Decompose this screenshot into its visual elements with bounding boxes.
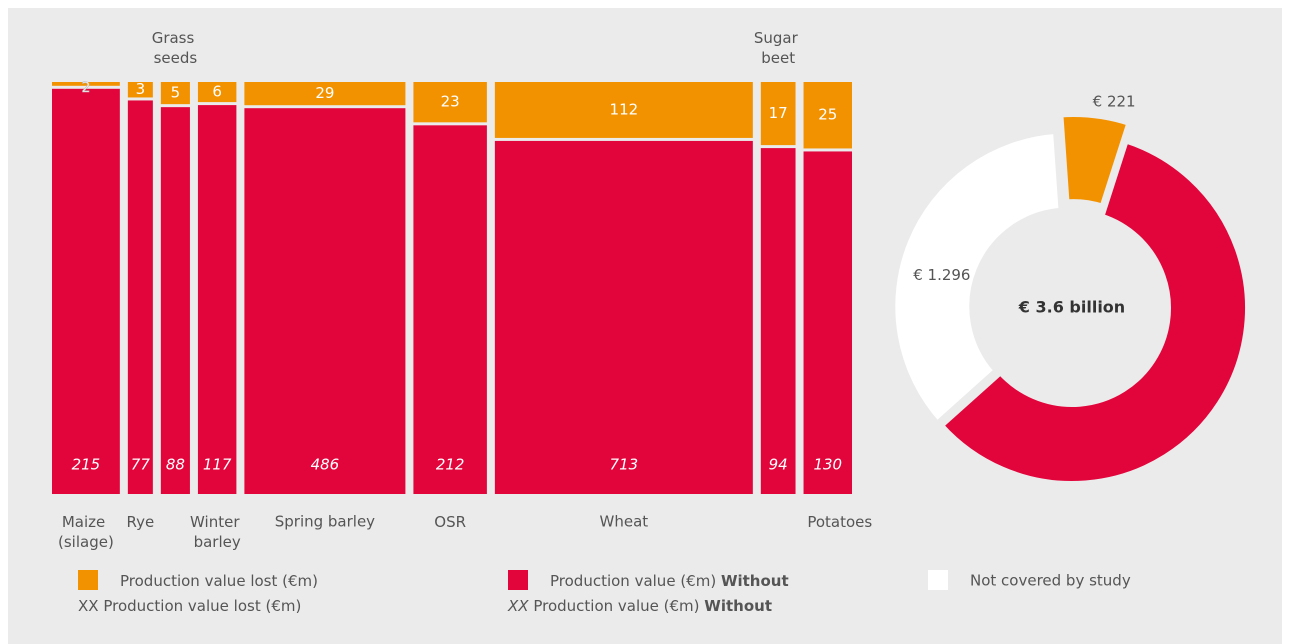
category-label: Grass seeds xyxy=(152,29,199,67)
donut-segment xyxy=(889,127,1065,429)
text-line: Rye xyxy=(126,513,154,531)
legend-label: Not covered by study xyxy=(970,572,1131,590)
bar-segment xyxy=(244,108,406,494)
data-label: 215 xyxy=(72,456,101,474)
data-label: 117 xyxy=(203,456,232,474)
bar-segment xyxy=(413,125,487,495)
data-label: 486 xyxy=(311,456,340,474)
legend-swatch xyxy=(928,570,948,590)
legend-label: XX Production value lost (€m) xyxy=(78,597,301,615)
legend-emphasis: Without xyxy=(704,597,772,615)
bar-segment xyxy=(760,82,796,146)
data-label: 713 xyxy=(610,456,639,474)
data-label: € 221 xyxy=(1093,93,1136,111)
bar-segment xyxy=(197,82,237,103)
data-label: € 1.296 xyxy=(913,266,970,284)
text-line: Potatoes xyxy=(807,513,872,531)
bar-segment xyxy=(52,88,120,494)
data-label: 112 xyxy=(610,100,639,118)
data-label: 29 xyxy=(315,84,334,102)
center-label: € 3.6 billion xyxy=(1018,298,1125,317)
text-line: Maize xyxy=(62,513,110,531)
category-label: Rye xyxy=(126,513,154,531)
data-label: 88 xyxy=(166,456,185,474)
legend-text: Production value lost (€m) xyxy=(103,597,301,615)
category-label: Sugar beet xyxy=(754,29,803,67)
text-line: Winter xyxy=(190,513,244,531)
data-label: 94 xyxy=(769,456,788,474)
category-label: Maize (silage) xyxy=(58,513,114,551)
data-label: 25 xyxy=(818,106,837,124)
category-label: Spring barley xyxy=(275,513,375,531)
bar-segment xyxy=(494,82,753,138)
text-line: Sugar xyxy=(754,29,803,47)
bar-segment xyxy=(52,82,120,86)
text-line: Grass xyxy=(152,29,199,47)
category-label: OSR xyxy=(434,513,466,531)
legend-swatch xyxy=(508,570,528,590)
legend-text: Production value (€m) xyxy=(533,597,699,615)
category-label: Potatoes xyxy=(807,513,872,531)
data-label: 23 xyxy=(441,93,460,111)
data-label: 17 xyxy=(769,104,788,122)
bar-segment xyxy=(803,82,852,149)
data-label: 2 xyxy=(81,80,90,96)
bar-segment xyxy=(127,82,153,98)
legend-emphasis: Without xyxy=(721,572,789,590)
category-label: Wheat xyxy=(600,513,649,531)
legend-sample: XX xyxy=(78,597,99,615)
legend-text: Production value (€m) xyxy=(550,572,716,590)
bar-segment xyxy=(127,100,153,494)
bar-segment xyxy=(413,82,487,123)
legend-label: Production value lost (€m) xyxy=(120,572,318,590)
bar-segment xyxy=(760,148,796,494)
bar-segment xyxy=(803,151,852,495)
legend-swatch xyxy=(78,570,98,590)
bar-segment xyxy=(197,105,237,494)
donut-segment xyxy=(1057,111,1134,211)
data-label: 130 xyxy=(813,456,842,474)
text-line: barley xyxy=(194,533,241,551)
data-label: 212 xyxy=(436,456,465,474)
data-label: 6 xyxy=(212,83,222,101)
bar-segment xyxy=(494,140,753,494)
category-label: Winter barley xyxy=(190,513,244,551)
text-line: beet xyxy=(761,49,795,67)
legend-sample: XX xyxy=(507,597,529,615)
legend-label: XX Production value (€m) Without xyxy=(507,597,772,615)
data-label: 77 xyxy=(131,456,151,474)
data-label: 5 xyxy=(171,84,181,102)
text-line: OSR xyxy=(434,513,466,531)
bar-segment xyxy=(160,82,190,105)
text-line: seeds xyxy=(154,49,198,67)
text-line: (silage) xyxy=(58,533,114,551)
legend-text: Production value lost (€m) xyxy=(120,572,318,590)
bar-segment xyxy=(160,107,190,494)
bar-segment xyxy=(244,82,406,106)
donut-segment xyxy=(936,136,1251,487)
legend-label: Production value (€m) Without xyxy=(550,572,789,590)
data-label: 3 xyxy=(136,80,146,98)
